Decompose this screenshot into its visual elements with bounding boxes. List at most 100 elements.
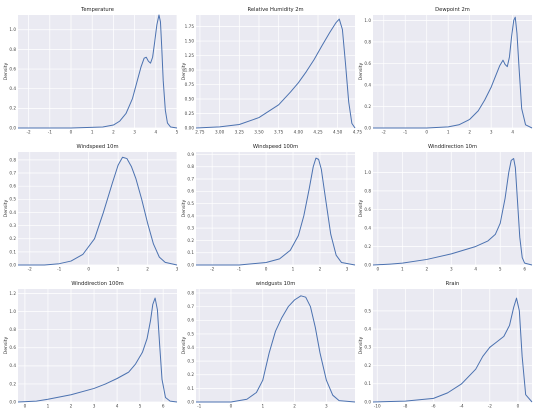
chart-8-density-line <box>196 295 356 403</box>
chart-1-x-tick-label: 0 <box>70 130 73 135</box>
chart-2-y-tick-label: 0.25 <box>185 111 195 116</box>
chart-7-x-tick-label: 6 <box>162 404 165 409</box>
chart-7-y-tick-label: 0.8 <box>9 327 16 332</box>
chart-5-y-tick-label: 0.3 <box>187 226 194 231</box>
chart-1-y-tick-label: 0.8 <box>9 47 16 52</box>
chart-3-x-tick-label: 4 <box>511 130 514 135</box>
chart-7-y-tick-label: 0.2 <box>9 381 16 386</box>
chart-3-y-tick-label: 0.0 <box>364 125 371 130</box>
chart-9-density-line <box>372 297 533 403</box>
chart-2-y-tick-label: 0.00 <box>185 125 195 130</box>
chart-4-x-tick-label: -2 <box>28 267 33 272</box>
chart-7-y-tick-label: 1.0 <box>9 309 16 314</box>
chart-2-x-tick-label: 4.75 <box>353 130 363 135</box>
chart-9-y-tick-label: 0.4 <box>364 326 371 331</box>
chart-4-y-tick-label: 0.8 <box>9 157 16 162</box>
chart-5-y-tick-label: 0.2 <box>187 238 194 243</box>
chart-6-y-tick-label: 1.0 <box>364 170 371 175</box>
chart-9-y-axis-label: Density <box>358 336 364 354</box>
chart-3-x-tick-label: -1 <box>403 130 408 135</box>
chart-8-y-tick-label: 0.5 <box>187 331 194 336</box>
chart-2-title: Relative Humidity 2m <box>247 7 303 13</box>
chart-8-y-axis-label: Density <box>181 336 187 354</box>
chart-4-y-tick-label: 0.3 <box>9 223 16 228</box>
chart-7-plot-area <box>18 289 177 402</box>
chart-3-density-line <box>373 16 533 129</box>
chart-2-x-tick-label: 4.00 <box>294 130 304 135</box>
chart-9-x-tick-label: -6 <box>431 404 436 409</box>
chart-6-y-axis-label: Density <box>358 199 364 217</box>
chart-6-title: Winddirection 10m <box>428 144 477 150</box>
chart-3-y-tick-label: 0.4 <box>364 82 371 87</box>
chart-2-y-tick-label: 1.25 <box>185 53 195 58</box>
chart-8-y-tick-label: 0.7 <box>187 304 194 309</box>
chart-6-y-tick-label: 0.0 <box>364 262 371 267</box>
chart-1-x-tick-label: 1 <box>91 130 94 135</box>
chart-8-y-tick-label: 0.0 <box>187 399 194 404</box>
chart-2-y-tick-label: 1.75 <box>185 24 195 29</box>
chart-7-x-tick-label: 4 <box>116 404 119 409</box>
chart-9-x-tick-label: -8 <box>403 404 408 409</box>
chart-2-x-tick-label: 4.50 <box>333 130 343 135</box>
chart-7-title: Winddirection 100m <box>71 281 123 287</box>
chart-7-x-tick-label: 1 <box>47 404 50 409</box>
chart-1-x-tick-label: 2 <box>112 130 115 135</box>
chart-9-y-tick-label: 0.2 <box>364 363 371 368</box>
chart-6-y-tick-label: 0.8 <box>364 188 371 193</box>
chart-4-y-tick-label: 0.1 <box>9 249 16 254</box>
chart-9-y-tick-label: 0.5 <box>364 308 371 313</box>
chart-9-y-tick-label: 0.0 <box>364 399 371 404</box>
chart-2-y-tick-label: 1.00 <box>185 67 195 72</box>
chart-2-density-line <box>195 18 356 129</box>
chart-3-dewpoint-2m: -2 -1 0 1 2 3 4 0.0 0.2 0.4 0.6 0.8 1.0 Dewpoint 2m De… <box>358 7 533 135</box>
chart-8-x-tick-label: -1 <box>197 404 202 409</box>
chart-4-y-tick-label: 0.6 <box>9 184 16 189</box>
chart-5-y-axis-label: Density <box>181 199 187 217</box>
chart-3-plot-area <box>373 15 532 128</box>
chart-8-y-tick-label: 0.4 <box>187 345 194 350</box>
chart-2-x-tick-label: 3.50 <box>254 130 264 135</box>
chart-1-y-tick-label: 1.0 <box>9 27 16 32</box>
chart-8-title: windgusts 10m <box>256 281 296 287</box>
chart-5-y-tick-label: 0.8 <box>187 164 194 169</box>
chart-7-density-line <box>17 297 178 403</box>
chart-8-y-tick-label: 0.8 <box>187 290 194 295</box>
chart-8-x-tick-label: 2 <box>293 404 296 409</box>
chart-6-plot-area <box>373 152 532 265</box>
chart-7-y-tick-label: 1.2 <box>9 291 16 296</box>
chart-1-title: Temperature <box>80 7 114 13</box>
chart-6-x-tick-label: 4 <box>474 267 477 272</box>
chart-3-y-tick-label: 1.0 <box>364 18 371 23</box>
chart-8-y-tick-label: 0.2 <box>187 372 194 377</box>
chart-5-x-tick-label: -1 <box>237 267 242 272</box>
chart-1-x-tick-label: 4 <box>154 130 157 135</box>
chart-9-rrain: -10 -8 -6 -4 -2 0 0.0 0.1 0.2 0.3 0.4 0.5 Rrain Densi… <box>358 281 533 409</box>
chart-8-y-tick-label: 0.6 <box>187 318 194 323</box>
chart-4-x-tick-label: -1 <box>57 267 62 272</box>
chart-3-y-tick-label: 0.8 <box>364 39 371 44</box>
chart-4-x-tick-label: 0 <box>87 267 90 272</box>
chart-4-y-tick-label: 0.5 <box>9 197 16 202</box>
chart-5-windspeed-100m: -2 -1 0 1 2 3 0.0 0.1 0.2 0.3 0.4 0.5 0.6 0.7 0.8 0.9 Wi… <box>181 144 356 272</box>
chart-6-y-tick-label: 0.6 <box>364 207 371 212</box>
chart-5-y-tick-label: 0.1 <box>187 250 194 255</box>
chart-5-title: Windspeed 100m <box>253 144 298 150</box>
chart-1-y-tick-label: 0.4 <box>9 86 16 91</box>
chart-3-y-tick-label: 0.6 <box>364 61 371 66</box>
chart-6-x-tick-label: 6 <box>523 267 526 272</box>
chart-2-x-tick-label: 3.75 <box>274 130 284 135</box>
chart-6-x-tick-label: 0 <box>377 267 380 272</box>
chart-7-x-tick-label: 0 <box>24 404 27 409</box>
chart-4-x-tick-label: 1 <box>117 267 120 272</box>
chart-2-x-tick-label: 3.00 <box>215 130 225 135</box>
chart-6-y-tick-label: 0.2 <box>364 244 371 249</box>
chart-2-y-tick-label: 0.75 <box>185 82 195 87</box>
chart-3-x-tick-label: 2 <box>468 130 471 135</box>
chart-5-density-line <box>196 157 356 266</box>
chart-1-plot-area <box>18 15 177 128</box>
chart-5-x-tick-label: 0 <box>265 267 268 272</box>
chart-9-plot-area <box>373 289 532 402</box>
chart-4-y-axis-label: Density <box>3 199 9 217</box>
chart-1-x-tick-label: 5 <box>176 130 179 135</box>
